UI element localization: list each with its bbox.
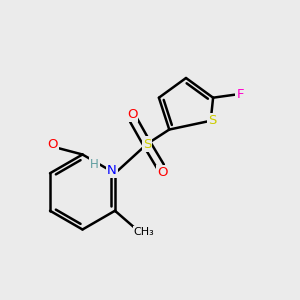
Text: F: F: [236, 88, 244, 101]
Text: O: O: [127, 108, 137, 121]
Text: N: N: [107, 164, 117, 177]
Text: H: H: [90, 158, 99, 171]
Text: S: S: [208, 114, 216, 127]
Text: O: O: [47, 137, 58, 151]
Text: CH₃: CH₃: [134, 227, 154, 237]
Text: S: S: [143, 137, 151, 151]
Text: O: O: [157, 166, 167, 179]
